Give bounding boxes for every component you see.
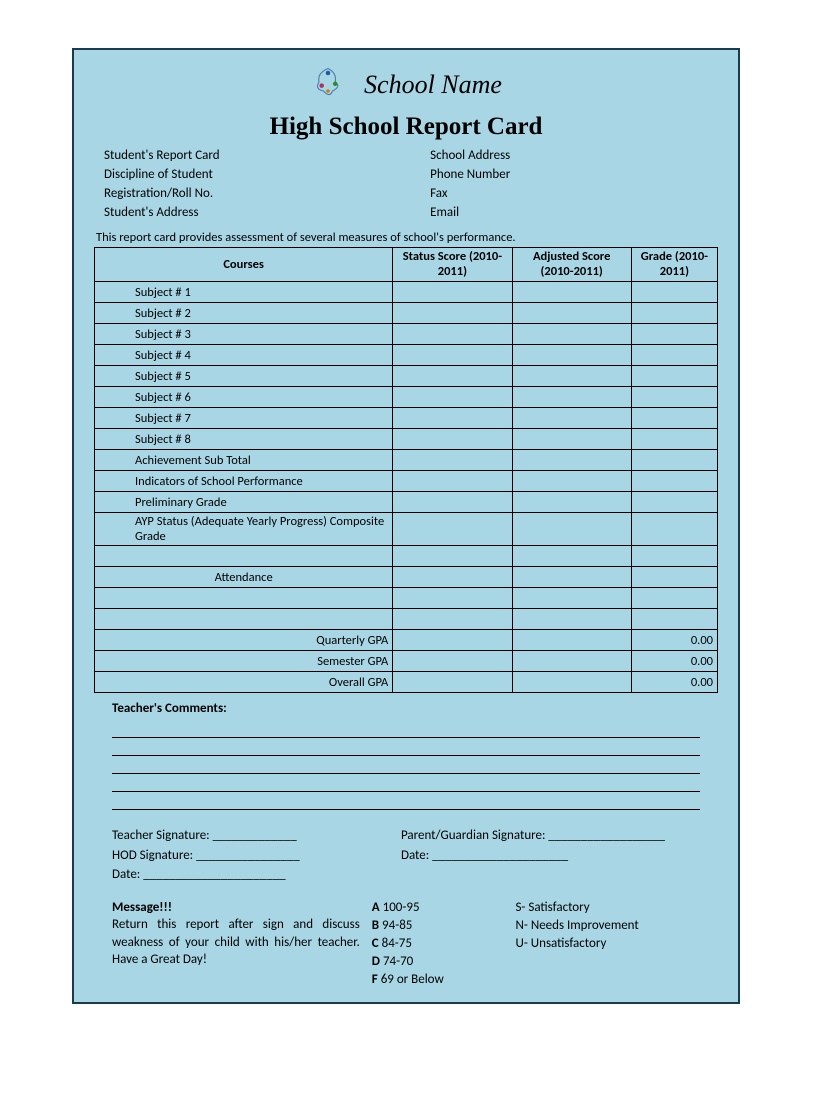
table-row: Subject # 1 (95, 282, 718, 303)
table-row: Subject # 7 (95, 408, 718, 429)
hod-signature: HOD Signature: ________________ (112, 846, 401, 866)
comment-line (112, 774, 700, 792)
table-row: Overall GPA0.00 (95, 672, 718, 693)
table-row (95, 609, 718, 630)
table-row: Attendance (95, 567, 718, 588)
table-row: Quarterly GPA0.00 (95, 630, 718, 651)
page-title: High School Report Card (94, 113, 718, 141)
table-row: Subject # 8 (95, 429, 718, 450)
header: School Name (94, 60, 718, 105)
info-line: Phone Number (430, 166, 708, 185)
comment-line (112, 792, 700, 810)
table-row: Subject # 5 (95, 366, 718, 387)
info-line: Fax (430, 185, 708, 204)
date-right: Date: _____________________ (401, 846, 714, 866)
date-left: Date: ______________________ (112, 865, 401, 885)
grades-table: Courses Status Score (2010-2011) Adjuste… (94, 247, 718, 693)
info-line: Registration/Roll No. (104, 185, 430, 204)
signatures: Teacher Signature: _____________ HOD Sig… (112, 826, 714, 885)
comments-header: Teacher's Comments: (112, 701, 718, 716)
table-row: Subject # 4 (95, 345, 718, 366)
table-row (95, 588, 718, 609)
table-row: Semester GPA0.00 (95, 651, 718, 672)
table-row: Indicators of School Performance (95, 471, 718, 492)
table-row (95, 546, 718, 567)
info-line: Student's Report Card (104, 147, 430, 166)
school-logo-icon (310, 64, 346, 105)
info-line: Email (430, 204, 708, 223)
table-row: Subject # 6 (95, 387, 718, 408)
key-item: U- Unsatisfactory (516, 935, 714, 953)
message-header: Message!!! (112, 899, 360, 917)
school-name: School Name (364, 70, 502, 100)
key-item: S- Satisfactory (516, 899, 714, 917)
comment-line (112, 720, 700, 738)
key-item: N- Needs Improvement (516, 917, 714, 935)
comment-line (112, 756, 700, 774)
table-row: Preliminary Grade (95, 492, 718, 513)
table-row: Achievement Sub Total (95, 450, 718, 471)
th-grade: Grade (2010-2011) (631, 248, 717, 282)
bottom-section: Message!!! Return this report after sign… (112, 899, 714, 990)
info-line: Student's Address (104, 204, 430, 223)
table-row: AYP Status (Adequate Yearly Progress) Co… (95, 513, 718, 546)
table-row: Subject # 2 (95, 303, 718, 324)
th-status: Status Score (2010-2011) (393, 248, 512, 282)
info-line: School Address (430, 147, 708, 166)
table-row: Subject # 3 (95, 324, 718, 345)
description: This report card provides assessment of … (94, 230, 718, 245)
info-line: Discipline of Student (104, 166, 430, 185)
th-adjusted: Adjusted Score (2010-2011) (512, 248, 631, 282)
teacher-signature: Teacher Signature: _____________ (112, 826, 401, 846)
comment-line (112, 738, 700, 756)
grading-key: A 100-95 B 94-85 C 84-75 D 74-70 F 69 or… (372, 899, 714, 990)
parent-signature: Parent/Guardian Signature: _____________… (401, 826, 714, 846)
student-info: Student's Report Card Discipline of Stud… (94, 147, 718, 222)
message-body: Return this report after sign and discus… (112, 916, 360, 969)
th-courses: Courses (95, 248, 393, 282)
report-card-page: School Name High School Report Card Stud… (72, 48, 740, 1004)
